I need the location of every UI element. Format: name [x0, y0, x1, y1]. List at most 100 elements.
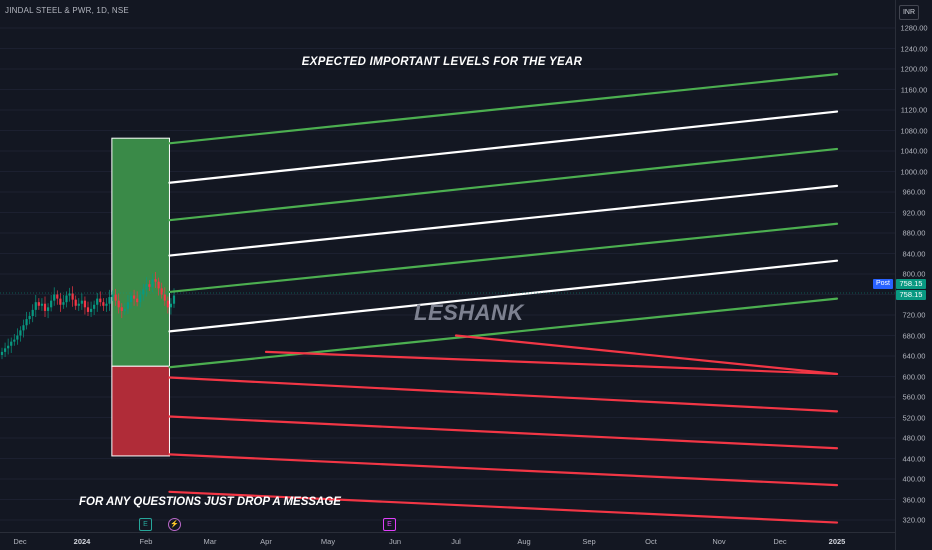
post-market-label: Post [873, 279, 894, 289]
price-tick-label: 1080.00 [900, 126, 928, 135]
candle-body [40, 303, 44, 306]
candle-body [59, 298, 62, 305]
price-tick-label: 640.00 [902, 351, 926, 361]
red-level-line [168, 376, 839, 413]
price-tick-label: 1120.00 [900, 105, 928, 115]
candle-body [145, 284, 148, 290]
dividend-event-icon[interactable]: ⚡ [168, 518, 181, 531]
candle-body [154, 279, 157, 282]
price-tick-label: 1040.00 [900, 146, 928, 156]
red-level-line [264, 350, 839, 376]
white-level-line [168, 184, 839, 257]
currency-badge[interactable]: INR [899, 5, 919, 20]
date-tick-label: Feb [139, 537, 153, 546]
candle-body [108, 297, 111, 304]
date-tick-label: 2024 [73, 537, 91, 546]
red-level-line [168, 490, 839, 524]
date-tick-label: Jul [451, 537, 461, 546]
date-tick-label: Mar [203, 537, 217, 546]
date-tick-label: Aug [517, 537, 531, 546]
candle-body [10, 341, 13, 346]
time-axis-divider [0, 532, 895, 533]
candle-body [28, 316, 31, 320]
candle-body [16, 335, 19, 340]
green-zone [111, 137, 170, 367]
candle-body [83, 300, 87, 308]
candle-body [132, 295, 136, 299]
candle-body [123, 308, 126, 311]
white-level-line [168, 110, 839, 184]
price-tick-label: 1200.00 [900, 64, 928, 74]
price-tick-label: 1280.00 [900, 23, 928, 33]
date-tick-label: Nov [712, 537, 726, 546]
price-tick-label: 480.00 [902, 433, 926, 443]
green-level-line [168, 222, 839, 294]
price-tick-label: 1240.00 [900, 44, 928, 53]
candle-body [160, 288, 163, 295]
candle-body [102, 302, 105, 306]
price-tick-label: 600.00 [902, 372, 926, 381]
candle-body [99, 298, 102, 303]
price-tick-label: 360.00 [902, 495, 926, 504]
candle-body [7, 345, 10, 349]
candle-body [77, 303, 80, 306]
candle-body [148, 284, 151, 287]
date-tick-label: Jun [388, 537, 402, 546]
earnings-event-icon-2[interactable]: E [383, 518, 396, 531]
price-tick-label: 520.00 [902, 413, 926, 422]
candle-body [86, 307, 90, 312]
author-watermark: LESHANK [414, 300, 524, 325]
date-tick-label: Sep [582, 537, 596, 546]
white-level-line [168, 259, 839, 333]
price-tick-label: 560.00 [902, 392, 926, 402]
candle-body [136, 298, 139, 303]
candle-body [68, 293, 71, 296]
candle-body [19, 330, 22, 336]
price-tick-label: 320.00 [902, 515, 926, 525]
candle-body [31, 309, 34, 317]
candle-body [65, 295, 68, 303]
candle-body [34, 302, 37, 310]
candle-body [53, 294, 56, 301]
candle-body [129, 295, 133, 303]
candle-body [120, 307, 123, 311]
candle-body [37, 302, 40, 306]
candle-body [43, 303, 47, 311]
candle-body [50, 300, 53, 308]
date-tick-label: May [320, 537, 336, 546]
candle-body [163, 294, 166, 301]
symbol-title[interactable]: JINDAL STEEL & PWR, 1D, NSE [5, 6, 129, 15]
candle-body [46, 307, 50, 311]
candle-body [0, 351, 4, 355]
price-tick-label: 680.00 [902, 331, 926, 340]
green-level-line [168, 297, 839, 369]
price-tick-label: 880.00 [902, 228, 926, 238]
date-tick-label: Dec [773, 537, 787, 546]
red-zone [111, 365, 170, 457]
candle-body [71, 293, 74, 300]
price-tick-label: 840.00 [902, 249, 926, 258]
price-tick-label: 1000.00 [900, 167, 928, 176]
candle-body [172, 295, 176, 304]
date-tick-label: Oct [645, 537, 657, 546]
level-lines [168, 73, 839, 524]
candle-body [56, 294, 59, 299]
earnings-event-icon[interactable]: E [139, 518, 152, 531]
headline-annotation: EXPECTED IMPORTANT LEVELS FOR THE YEAR [301, 56, 583, 68]
candle-body [139, 294, 142, 303]
candle-body [157, 281, 160, 289]
price-axis-divider [895, 0, 896, 550]
green-level-line [168, 147, 839, 222]
price-tick-label: 960.00 [902, 187, 926, 197]
candle-body [111, 294, 114, 298]
candle-body [74, 299, 77, 306]
date-tick-label: Dec [13, 537, 27, 546]
candle-body [96, 298, 99, 305]
footer-annotation: FOR ANY QUESTIONS JUST DROP A MESSAGE [79, 496, 341, 508]
red-level-line [168, 453, 839, 487]
candle-body [3, 348, 7, 352]
candle-body [13, 339, 16, 342]
post-price-tag: 758.15 [896, 279, 926, 289]
